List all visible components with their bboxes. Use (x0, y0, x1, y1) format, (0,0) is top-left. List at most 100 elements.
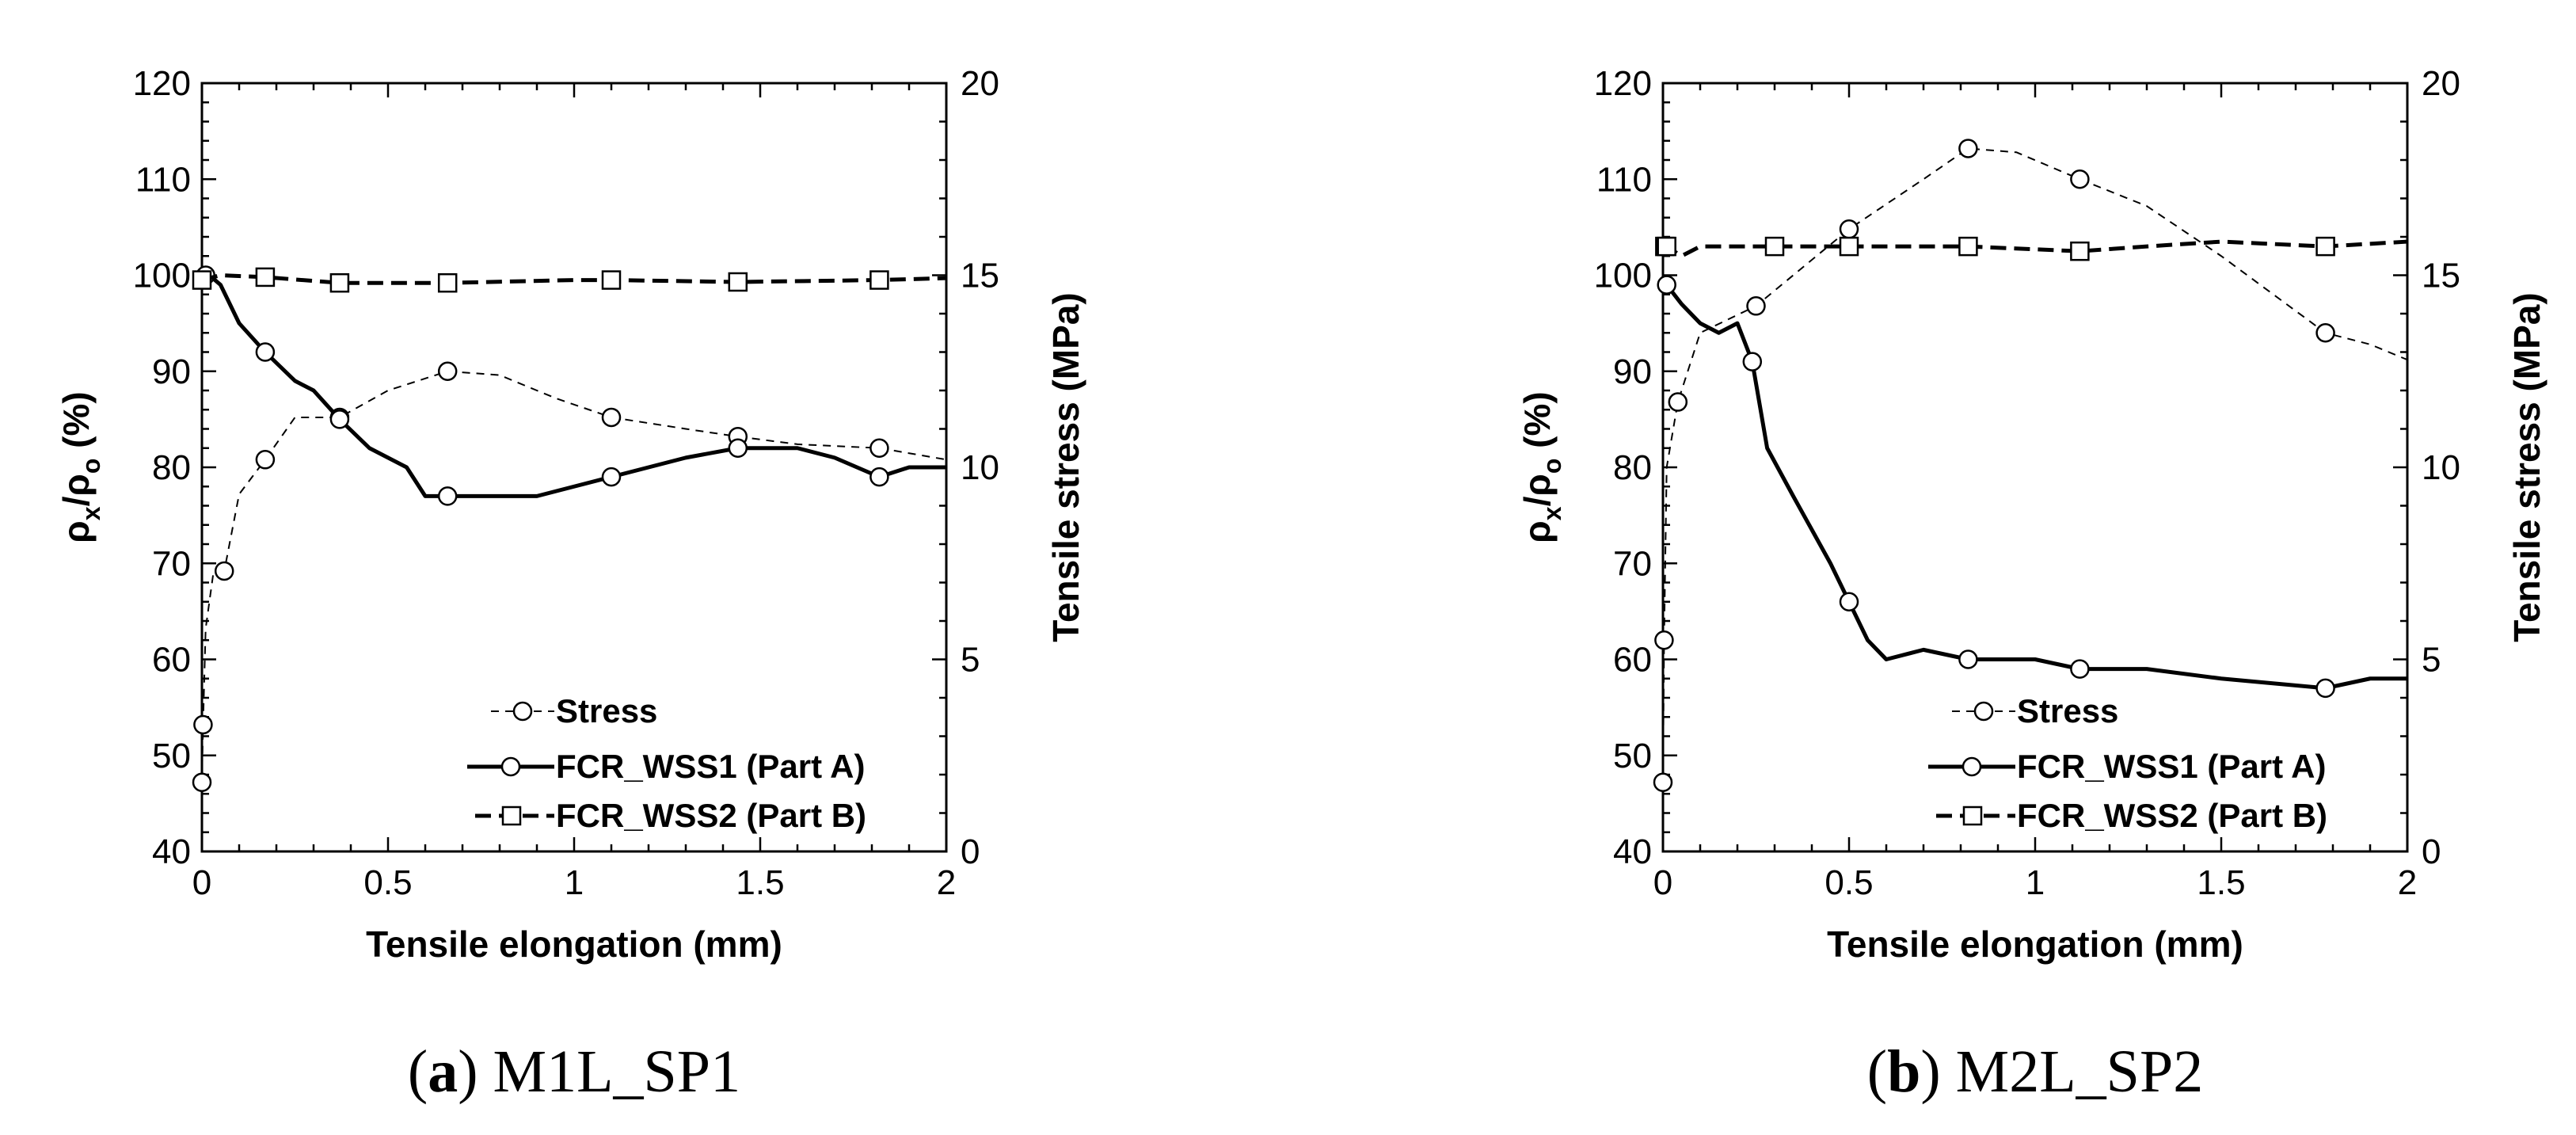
data-point-circle (869, 467, 889, 487)
legend-stress-marker (512, 701, 533, 722)
data-point-square (2315, 236, 2335, 257)
data-point-circle (2070, 659, 2090, 679)
chart-panel-a: 0 0.5 1 1.5 2 40 50 60 70 80 90 100 110 120 0 5 10 15 20 T… (55, 64, 1086, 1105)
legend-stress-label: Stress (556, 692, 657, 729)
data-point-circle (255, 342, 276, 362)
legend-wss1-marker (1961, 756, 1982, 777)
panel-caption: (b) M2L_SP2 (1867, 1038, 2203, 1105)
data-point-square (1764, 236, 1785, 257)
y-left-tick-label: 90 (152, 352, 191, 391)
series-line-fcr-wss2-part-b (201, 273, 947, 285)
axis-tick-labels: 0 0.5 1 1.5 2 40 50 60 70 80 90 100 110 120 0 5 10 15 20 (1594, 64, 2460, 902)
legend-wss2-label: FCR_WSS2 (Part B) (556, 797, 866, 834)
y-left-tick-label: 80 (152, 448, 191, 487)
x-tick-label: 1.5 (2197, 863, 2245, 902)
legend-wss2-label: FCR_WSS2 (Part B) (2017, 797, 2327, 834)
legend-wss1-marker (500, 756, 521, 777)
y-left-tick-label: 120 (1594, 64, 1652, 103)
y-left-tick-label: 60 (1613, 641, 1652, 680)
data-point-circle (2070, 169, 2090, 189)
data-point-circle (1654, 630, 1674, 650)
y-left-tick-label: 70 (152, 544, 191, 583)
legend-stress-marker (1973, 701, 1994, 722)
data-point-square (192, 270, 212, 290)
y-right-tick-label: 10 (961, 448, 999, 487)
y-left-tick-label: 50 (152, 737, 191, 775)
x-tick-label: 1 (2026, 863, 2045, 902)
x-tick-label: 0.5 (1825, 863, 1873, 902)
data-point-square (601, 270, 622, 290)
y-left-tick-label: 100 (1594, 257, 1652, 295)
data-point-square (255, 267, 276, 288)
data-point-circle (1958, 139, 1978, 158)
y-axis-right-title: Tensile stress (MPa) (1045, 292, 1086, 642)
x-axis-title: Tensile elongation (mm) (1827, 924, 2243, 965)
y-left-tick-label: 110 (135, 160, 191, 199)
y-right-tick-label: 20 (961, 64, 999, 103)
series-layer (192, 265, 947, 792)
data-point-circle (601, 467, 622, 487)
axis-tick-labels: 0 0.5 1 1.5 2 40 50 60 70 80 90 100 110 120 0 5 10 15 20 (133, 64, 999, 902)
x-tick-label: 2 (2398, 863, 2417, 902)
y-left-tick-label: 60 (152, 641, 191, 680)
y-right-tick-label: 5 (961, 641, 980, 680)
data-point-square (869, 270, 889, 290)
y-right-tick-label: 15 (961, 257, 999, 295)
legend-wss2-marker (501, 806, 522, 826)
legend: Stress FCR_WSS1 (Part A) FCR_WSS2 (Part … (467, 692, 866, 834)
data-point-square (1958, 236, 1978, 257)
data-point-circle (214, 561, 234, 581)
plot-frame (200, 82, 948, 853)
data-point-circle (1742, 352, 1763, 371)
y-left-tick-label: 100 (133, 257, 191, 295)
x-tick-label: 1.5 (736, 863, 784, 902)
panel-caption: (a) M1L_SP1 (408, 1038, 740, 1105)
x-tick-label: 0 (1653, 863, 1672, 902)
legend-wss1-label: FCR_WSS1 (Part A) (2017, 748, 2327, 785)
y-left-tick-label: 120 (133, 64, 191, 103)
data-point-square (1657, 236, 1676, 257)
data-point-circle (437, 486, 458, 506)
y-left-tick-label: 50 (1613, 737, 1652, 775)
x-axis-title: Tensile elongation (mm) (366, 924, 782, 965)
y-right-tick-label: 10 (2422, 448, 2460, 487)
data-point-square (728, 272, 748, 292)
y-left-tick-label: 40 (152, 832, 191, 871)
legend-wss2-marker (1962, 806, 1983, 826)
y-axis-left-title: ρx/ρo (%) (55, 391, 105, 543)
series-line-fcr-wss1-part-a (202, 273, 946, 498)
y-left-tick-label: 110 (1596, 160, 1652, 199)
data-point-circle (2315, 678, 2335, 699)
legend-stress-label: Stress (2017, 692, 2118, 729)
series-line-fcr-wss1-part-a (1663, 283, 2407, 691)
legend: Stress FCR_WSS1 (Part A) FCR_WSS2 (Part … (1928, 692, 2327, 834)
y-left-tick-label: 80 (1613, 448, 1652, 487)
data-point-circle (255, 450, 276, 470)
series-line-stress (1662, 147, 2408, 783)
data-point-circle (1657, 275, 1676, 295)
data-point-circle (869, 438, 889, 458)
y-right-tick-label: 0 (2422, 832, 2441, 871)
plot-frame (1661, 82, 2409, 853)
data-point-circle (192, 772, 212, 792)
y-right-tick-label: 20 (2422, 64, 2460, 103)
data-point-circle (1746, 296, 1766, 316)
axis-ticks (200, 82, 948, 853)
x-tick-label: 1 (565, 863, 584, 902)
y-axis-left-title: ρx/ρo (%) (1516, 391, 1566, 543)
x-tick-label: 0 (192, 863, 211, 902)
legend-wss1-label: FCR_WSS1 (Part A) (556, 748, 866, 785)
data-point-circle (601, 407, 622, 428)
data-point-circle (2315, 323, 2335, 343)
y-left-tick-label: 40 (1613, 832, 1652, 871)
data-point-circle (1653, 772, 1673, 792)
y-right-tick-label: 0 (961, 832, 980, 871)
y-left-tick-label: 70 (1613, 544, 1652, 583)
x-tick-label: 2 (937, 863, 956, 902)
y-right-tick-label: 5 (2422, 641, 2441, 680)
data-point-square (2070, 241, 2090, 261)
data-point-circle (1839, 592, 1859, 611)
x-tick-label: 0.5 (363, 863, 412, 902)
series-layer (1653, 139, 2408, 792)
